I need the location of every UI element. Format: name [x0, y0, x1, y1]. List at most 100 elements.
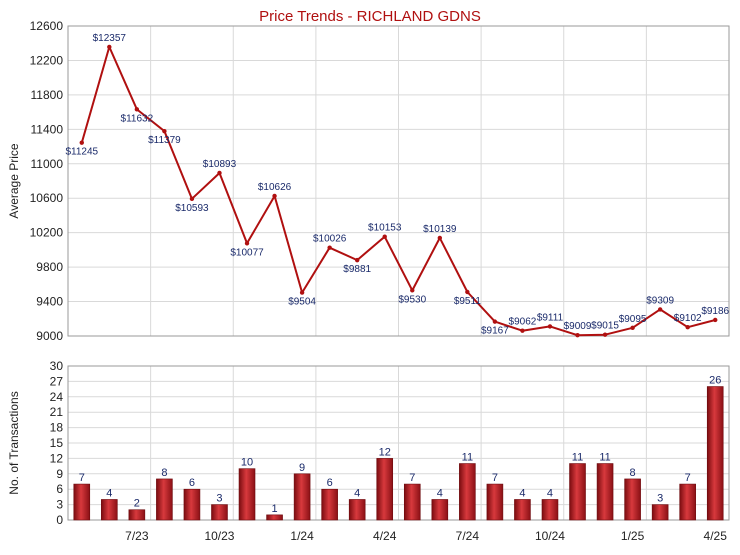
- price-y-tick-label: 9000: [36, 329, 63, 343]
- price-data-label: $11245: [65, 147, 98, 158]
- transaction-bar-label: 4: [519, 487, 525, 499]
- transaction-bar-label: 4: [437, 487, 443, 499]
- transaction-bar-label: 4: [106, 487, 112, 499]
- transaction-bar: [128, 509, 146, 521]
- price-point: [217, 170, 222, 176]
- transaction-bar: [541, 499, 559, 521]
- price-data-label: $9881: [343, 264, 371, 275]
- price-point: [134, 107, 140, 112]
- price-point: [657, 307, 663, 312]
- price-data-label: $10153: [368, 223, 402, 234]
- price-point: [465, 289, 470, 295]
- chart-title: Price Trends - RICHLAND GDNS: [259, 8, 481, 25]
- x-tick-label: 4/25: [704, 529, 728, 543]
- transaction-bar: [376, 458, 394, 521]
- transaction-bar-label: 26: [709, 375, 721, 387]
- price-y-tick-label: 11000: [31, 157, 64, 171]
- price-data-label: $9511: [454, 296, 482, 307]
- transaction-bar-label: 6: [327, 477, 333, 489]
- price-point: [630, 325, 635, 331]
- price-series-line: [80, 45, 716, 337]
- price-y-tick-label: 12200: [30, 53, 64, 67]
- price-y-tick-label: 9400: [36, 295, 63, 309]
- price-data-label: $9015: [591, 321, 619, 332]
- price-point: [79, 140, 84, 145]
- price-y-tick-label: 9800: [36, 260, 63, 274]
- transaction-bar-label: 7: [409, 472, 415, 484]
- price-y-tick-label: 12600: [30, 19, 64, 33]
- transactions-plot-frame: [67, 365, 730, 521]
- price-y-axis-title: Average Price: [7, 143, 21, 218]
- transactions-y-tick-label: 18: [50, 421, 64, 435]
- transaction-bar: [651, 504, 669, 521]
- transaction-bar-label: 8: [630, 467, 636, 479]
- transaction-bar: [156, 478, 173, 521]
- price-data-label: $9111: [537, 312, 564, 323]
- price-y-tick-label: 11400: [31, 122, 64, 136]
- transaction-bar: [101, 499, 118, 521]
- price-data-label: $9102: [674, 313, 702, 324]
- x-tick-label: 1/25: [621, 529, 645, 543]
- price-point: [575, 333, 580, 338]
- transaction-bar: [459, 463, 476, 521]
- x-tick-label: 1/24: [290, 529, 314, 543]
- transaction-bar-label: 12: [379, 446, 391, 458]
- transaction-bar-label: 11: [462, 452, 473, 464]
- transaction-bar: [348, 499, 366, 521]
- transaction-bar-label: 3: [216, 493, 222, 505]
- price-point: [410, 288, 415, 293]
- price-data-label: $10626: [258, 182, 292, 193]
- x-tick-label: 7/24: [456, 529, 480, 543]
- transactions-y-tick-label: 15: [50, 436, 64, 450]
- price-data-label: $9504: [288, 297, 316, 308]
- x-tick-label: 7/23: [125, 529, 149, 543]
- transaction-bar: [596, 463, 614, 521]
- price-point: [189, 196, 195, 202]
- transaction-bar: [624, 478, 641, 521]
- transaction-bar: [211, 504, 228, 521]
- price-point: [162, 128, 167, 134]
- price-point: [299, 290, 305, 295]
- transactions-y-tick-label: 30: [50, 359, 64, 373]
- transaction-bar-label: 4: [547, 487, 553, 499]
- transaction-bar-label: 7: [79, 472, 85, 484]
- price-point: [520, 328, 525, 333]
- price-data-label: $9186: [701, 306, 729, 317]
- price-data-label: $9062: [509, 317, 537, 328]
- transaction-bar-label: 2: [134, 498, 140, 510]
- transaction-bar: [238, 468, 256, 521]
- price-data-label: $9009: [564, 321, 592, 332]
- price-data-label: $9309: [646, 295, 674, 306]
- price-point: [492, 319, 498, 324]
- price-point: [327, 245, 332, 250]
- transaction-bar-label: 6: [189, 477, 195, 489]
- price-point: [437, 235, 443, 241]
- transaction-bar-label: 8: [161, 467, 167, 479]
- price-data-label: $9167: [481, 326, 509, 337]
- transaction-bar-label: 10: [241, 457, 253, 469]
- transaction-bar: [486, 483, 504, 521]
- transaction-bar-label: 11: [572, 452, 583, 464]
- x-tick-label: 4/24: [373, 529, 397, 543]
- price-point: [354, 257, 360, 263]
- transaction-bar: [431, 499, 449, 521]
- price-y-tick-label: 11800: [31, 88, 64, 102]
- transaction-bar: [706, 386, 724, 521]
- transactions-y-tick-label: 27: [50, 374, 64, 388]
- transaction-bar: [679, 483, 696, 521]
- transactions-y-tick-label: 21: [50, 405, 64, 419]
- transaction-bar-label: 7: [492, 472, 498, 484]
- transaction-bar: [514, 499, 531, 521]
- price-data-label: $9095: [619, 314, 647, 325]
- transaction-bar: [183, 488, 201, 521]
- transaction-bar-label: 7: [685, 472, 691, 484]
- transaction-bar: [73, 483, 91, 521]
- transaction-bar: [293, 473, 311, 521]
- price-point: [713, 317, 718, 323]
- price-point: [272, 193, 277, 199]
- price-data-label: $10077: [230, 247, 264, 258]
- transactions-y-tick-label: 24: [50, 390, 64, 404]
- price-point: [602, 332, 608, 337]
